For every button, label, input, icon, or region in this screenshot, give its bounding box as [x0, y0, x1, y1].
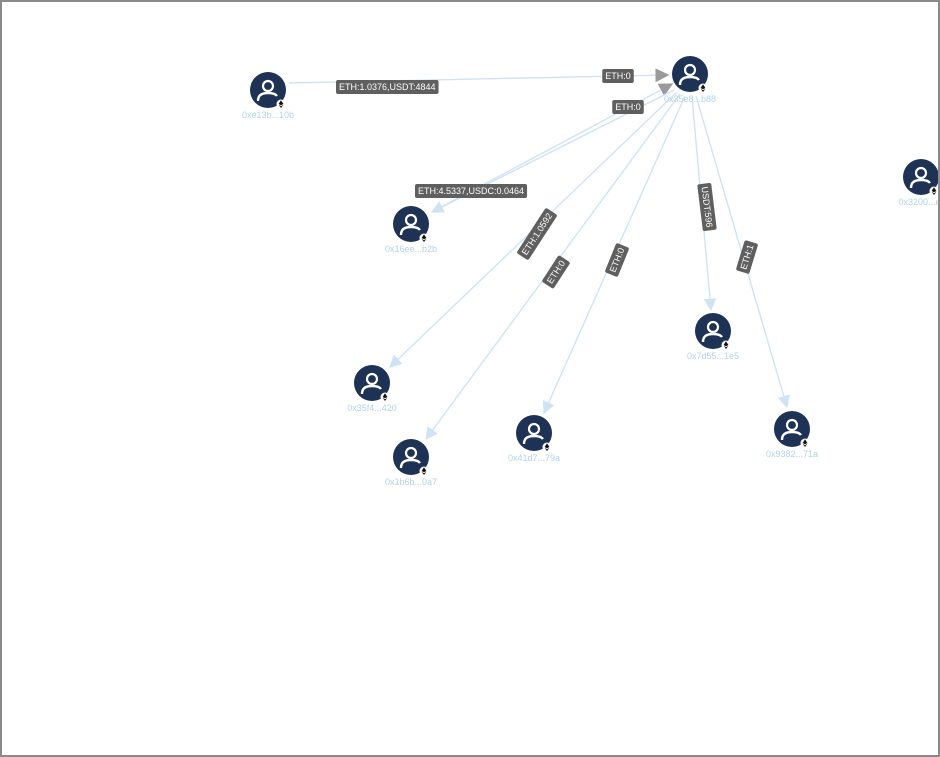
edge-label[interactable]: ETH:1.0592	[516, 208, 557, 261]
user-icon	[522, 422, 544, 445]
edge-label-text: USDT:596	[700, 186, 715, 228]
node-address-label: 0x3200...e(	[898, 197, 940, 207]
edge-label[interactable]: ETH:0	[612, 100, 644, 114]
edge-label-box	[415, 184, 528, 198]
address-node[interactable]: 0xe13b...10b	[242, 72, 294, 120]
address-node[interactable]: 0x35e8...b88	[664, 56, 716, 104]
node-address-label: 0x7d55...1e5	[687, 351, 739, 361]
user-icon	[399, 213, 421, 236]
user-icon	[256, 79, 278, 102]
node-address-label: 0x9382...71a	[766, 449, 818, 459]
edge-label-box	[602, 69, 634, 83]
user-icon	[678, 63, 700, 86]
edge-label[interactable]: ETH:1	[736, 240, 759, 274]
eth-icon	[419, 233, 429, 243]
eth-icon	[276, 99, 286, 109]
node-address-label: 0x35f4...420	[347, 403, 397, 413]
address-node[interactable]: 0x41d7...79a	[508, 415, 560, 463]
user-icon	[909, 166, 931, 189]
edge-label-text: ETH:1.0376,USDT:4844	[339, 82, 436, 92]
address-node[interactable]: 0x3200...e(	[898, 159, 940, 207]
address-node[interactable]: 0x16ee...b2b	[385, 206, 437, 254]
user-icon	[701, 320, 723, 343]
node-address-label: 0x1b6b...0a7	[385, 477, 437, 487]
eth-icon	[542, 442, 552, 452]
edge-label[interactable]: ETH:4.5337,USDC:0.0464	[415, 184, 528, 198]
edge-label-box	[736, 240, 758, 274]
edge-label-text: ETH:0	[605, 71, 631, 81]
edge-label-text: ETH:0	[615, 102, 641, 112]
node-address-label: 0xe13b...10b	[242, 110, 294, 120]
address-node[interactable]: 0x9382...71a	[766, 411, 818, 459]
user-icon	[399, 446, 421, 469]
edge-label-box	[336, 80, 439, 94]
eth-icon	[698, 83, 708, 93]
edge-label-text: ETH:4.5337,USDC:0.0464	[418, 186, 524, 196]
eth-icon	[800, 438, 810, 448]
eth-icon	[929, 186, 938, 196]
edge-label[interactable]: ETH:0	[542, 255, 571, 289]
eth-icon	[419, 466, 429, 476]
address-node[interactable]: 0x35f4...420	[347, 365, 397, 413]
edge-label-box	[605, 243, 629, 277]
edge-label[interactable]: ETH:1.0376,USDT:4844	[336, 80, 439, 94]
edge-label[interactable]: ETH:0	[602, 69, 634, 83]
edge-label-text: ETH:1.0592	[520, 211, 555, 257]
edge-label[interactable]: ETH:0	[605, 243, 630, 277]
node-address-label: 0x16ee...b2b	[385, 244, 437, 254]
address-node[interactable]: 0x1b6b...0a7	[385, 439, 437, 487]
eth-icon	[380, 392, 390, 402]
edge-label-box	[542, 255, 570, 289]
user-icon	[360, 372, 382, 395]
edge-label-box	[697, 183, 717, 231]
node-address-label: 0x35e8...b88	[664, 94, 716, 104]
edge-label[interactable]: USDT:596	[697, 183, 717, 231]
node-address-label: 0x41d7...79a	[508, 453, 560, 463]
eth-icon	[721, 340, 731, 350]
address-node[interactable]: 0x7d55...1e5	[687, 313, 739, 361]
nodes-layer: 0x35e8...b88 0xe13b...10b 0x16ee...b2b 0x35…	[242, 56, 940, 487]
edge-label-box	[517, 208, 557, 260]
user-icon	[780, 418, 802, 441]
edge-label-box	[612, 100, 644, 114]
